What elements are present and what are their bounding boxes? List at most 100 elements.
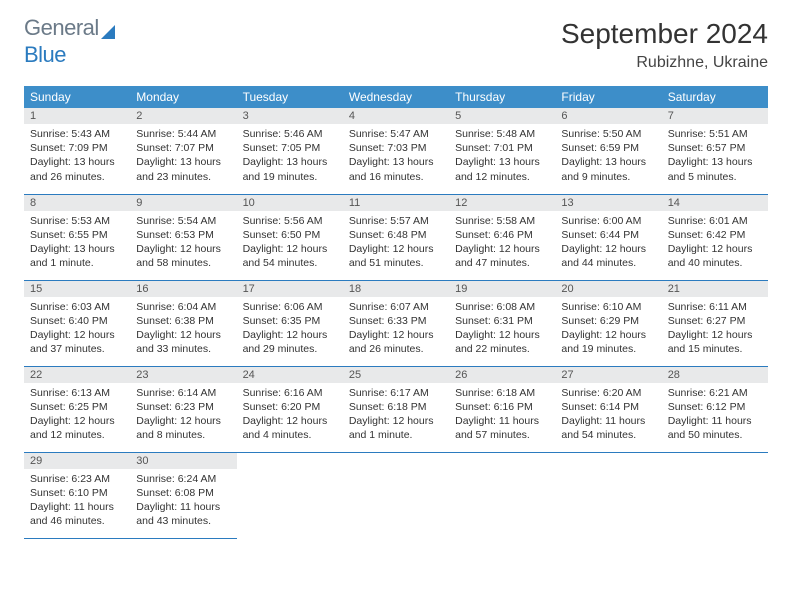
calendar-cell: 20Sunrise: 6:10 AMSunset: 6:29 PMDayligh… [555,280,661,366]
day-number: 21 [662,281,768,297]
day-line: and 54 minutes. [561,428,655,442]
weekday-header-row: Sunday Monday Tuesday Wednesday Thursday… [24,86,768,108]
day-number: 17 [237,281,343,297]
day-line: Sunset: 6:42 PM [668,228,762,242]
day-details: Sunrise: 6:01 AMSunset: 6:42 PMDaylight:… [662,211,768,275]
calendar-row: 1Sunrise: 5:43 AMSunset: 7:09 PMDaylight… [24,108,768,194]
day-line: and 1 minute. [349,428,443,442]
day-line: Sunrise: 5:54 AM [136,214,230,228]
day-line: Sunrise: 6:21 AM [668,386,762,400]
calendar-cell: 19Sunrise: 6:08 AMSunset: 6:31 PMDayligh… [449,280,555,366]
day-number: 15 [24,281,130,297]
day-line: Sunset: 6:57 PM [668,141,762,155]
day-line: Daylight: 12 hours [561,328,655,342]
day-line: Sunset: 6:33 PM [349,314,443,328]
logo-triangle-icon [101,25,115,39]
calendar-cell: 9Sunrise: 5:54 AMSunset: 6:53 PMDaylight… [130,194,236,280]
day-number: 9 [130,195,236,211]
day-number: 19 [449,281,555,297]
calendar-cell: 5Sunrise: 5:48 AMSunset: 7:01 PMDaylight… [449,108,555,194]
day-line: and 23 minutes. [136,170,230,184]
day-line: Sunset: 7:03 PM [349,141,443,155]
calendar-cell: 16Sunrise: 6:04 AMSunset: 6:38 PMDayligh… [130,280,236,366]
day-number: 12 [449,195,555,211]
day-line: Daylight: 13 hours [455,155,549,169]
day-line: Sunset: 6:44 PM [561,228,655,242]
calendar-cell: 13Sunrise: 6:00 AMSunset: 6:44 PMDayligh… [555,194,661,280]
day-line: Sunset: 6:50 PM [243,228,337,242]
calendar-cell: 22Sunrise: 6:13 AMSunset: 6:25 PMDayligh… [24,366,130,452]
day-line: and 26 minutes. [30,170,124,184]
day-details: Sunrise: 5:46 AMSunset: 7:05 PMDaylight:… [237,124,343,188]
calendar-cell: 17Sunrise: 6:06 AMSunset: 6:35 PMDayligh… [237,280,343,366]
day-line: Daylight: 13 hours [30,155,124,169]
day-line: Daylight: 12 hours [668,328,762,342]
calendar-table: Sunday Monday Tuesday Wednesday Thursday… [24,86,768,539]
day-number: 26 [449,367,555,383]
day-line: Daylight: 13 hours [668,155,762,169]
day-line: Sunset: 6:48 PM [349,228,443,242]
day-line: and 46 minutes. [30,514,124,528]
day-line: Sunset: 6:23 PM [136,400,230,414]
calendar-cell: 10Sunrise: 5:56 AMSunset: 6:50 PMDayligh… [237,194,343,280]
logo-word2: Blue [24,45,115,66]
title-block: September 2024 Rubizhne, Ukraine [561,18,768,72]
day-line: Daylight: 13 hours [561,155,655,169]
day-line: Sunrise: 5:51 AM [668,127,762,141]
calendar-cell: 7 Sunrise: 5:51 AMSunset: 6:57 PMDaylight… [662,108,768,194]
day-number: 29 [24,453,130,469]
day-details: Sunrise: 6:14 AMSunset: 6:23 PMDaylight:… [130,383,236,447]
calendar-cell [555,452,661,538]
calendar-cell: 15Sunrise: 6:03 AMSunset: 6:40 PMDayligh… [24,280,130,366]
day-line: Daylight: 12 hours [455,328,549,342]
calendar-cell: 2Sunrise: 5:44 AMSunset: 7:07 PMDaylight… [130,108,236,194]
day-line: Daylight: 12 hours [30,414,124,428]
day-details: Sunrise: 6:18 AMSunset: 6:16 PMDaylight:… [449,383,555,447]
day-line: Sunrise: 5:53 AM [30,214,124,228]
day-line: and 9 minutes. [561,170,655,184]
day-line: Sunset: 6:10 PM [30,486,124,500]
day-line: Daylight: 12 hours [561,242,655,256]
day-line: and 4 minutes. [243,428,337,442]
day-line: Daylight: 13 hours [136,155,230,169]
day-details: Sunrise: 5:47 AMSunset: 7:03 PMDaylight:… [343,124,449,188]
day-line: Sunset: 6:55 PM [30,228,124,242]
weekday-header: Friday [555,86,661,108]
day-line: Sunrise: 6:23 AM [30,472,124,486]
calendar-cell: 6Sunrise: 5:50 AMSunset: 6:59 PMDaylight… [555,108,661,194]
day-details: Sunrise: 6:24 AMSunset: 6:08 PMDaylight:… [130,469,236,533]
day-line: Sunrise: 5:57 AM [349,214,443,228]
day-line: Sunset: 6:25 PM [30,400,124,414]
weekday-header: Sunday [24,86,130,108]
day-number: 7 [662,108,768,124]
day-number: 4 [343,108,449,124]
calendar-cell [237,452,343,538]
calendar-cell: 30Sunrise: 6:24 AMSunset: 6:08 PMDayligh… [130,452,236,538]
day-line: Sunset: 6:16 PM [455,400,549,414]
day-line: Daylight: 12 hours [136,242,230,256]
day-line: Daylight: 11 hours [30,500,124,514]
day-line: and 12 minutes. [455,170,549,184]
day-line: Sunrise: 6:14 AM [136,386,230,400]
day-details: Sunrise: 5:57 AMSunset: 6:48 PMDaylight:… [343,211,449,275]
day-line: Daylight: 12 hours [243,328,337,342]
weekday-header: Thursday [449,86,555,108]
day-line: Daylight: 12 hours [668,242,762,256]
calendar-cell: 27Sunrise: 6:20 AMSunset: 6:14 PMDayligh… [555,366,661,452]
day-line: and 50 minutes. [668,428,762,442]
day-line: Sunrise: 6:10 AM [561,300,655,314]
day-line: and 15 minutes. [668,342,762,356]
day-number: 3 [237,108,343,124]
day-details: Sunrise: 6:16 AMSunset: 6:20 PMDaylight:… [237,383,343,447]
calendar-cell: 8Sunrise: 5:53 AMSunset: 6:55 PMDaylight… [24,194,130,280]
day-number: 27 [555,367,661,383]
day-line: Sunrise: 6:01 AM [668,214,762,228]
day-line: Daylight: 12 hours [349,242,443,256]
day-line: Sunrise: 5:46 AM [243,127,337,141]
day-details: Sunrise: 6:03 AMSunset: 6:40 PMDaylight:… [24,297,130,361]
day-number: 8 [24,195,130,211]
day-line: and 26 minutes. [349,342,443,356]
day-number: 30 [130,453,236,469]
day-number: 10 [237,195,343,211]
day-line: and 43 minutes. [136,514,230,528]
